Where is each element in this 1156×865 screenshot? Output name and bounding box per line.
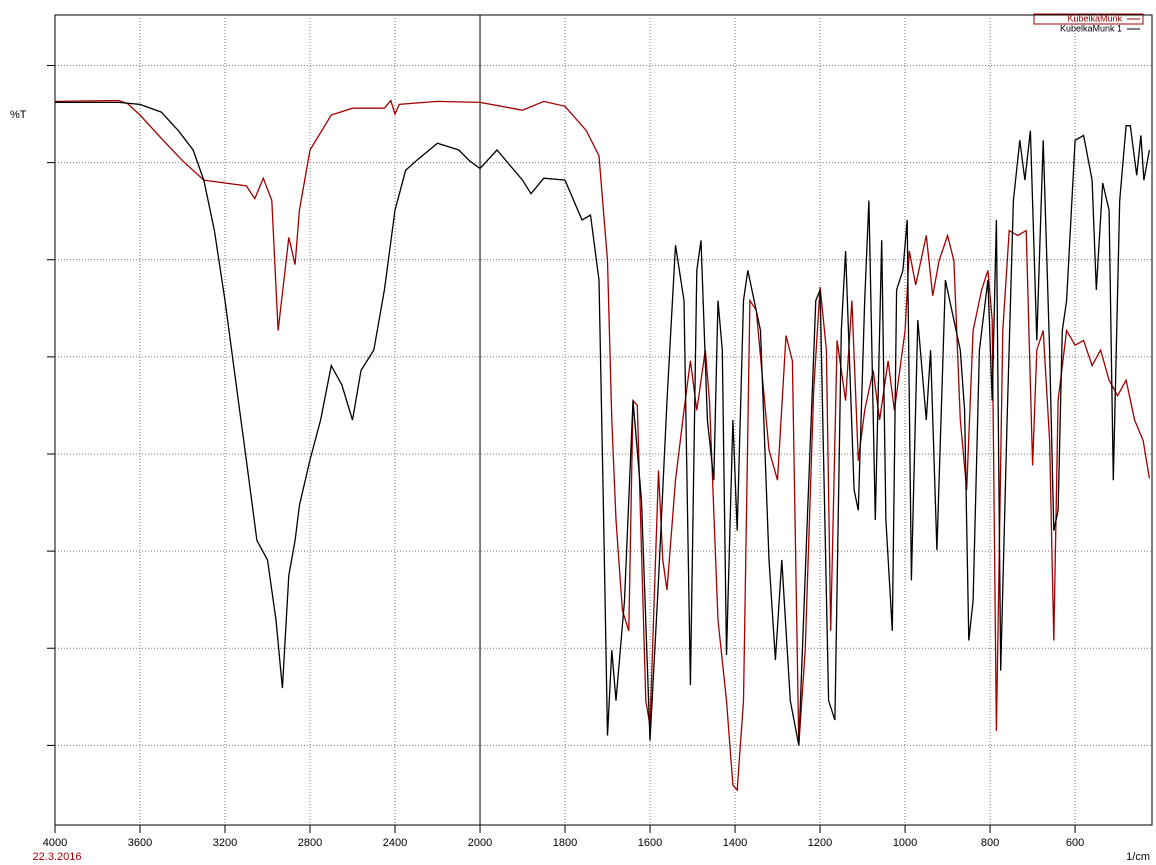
y-axis-label: %T	[10, 109, 27, 121]
x-tick-label: 3200	[213, 837, 237, 849]
x-tick-label: 1000	[893, 837, 917, 849]
plot-frame	[54, 14, 1153, 826]
legend-label: KubelkaMunk	[1067, 13, 1122, 23]
x-tick-label: 2800	[298, 837, 322, 849]
x-tick-label: 800	[981, 837, 999, 849]
x-tick-label: 1600	[638, 837, 662, 849]
x-tick-label: 1200	[808, 837, 832, 849]
x-axis-label: 1/cm	[1126, 851, 1150, 863]
x-tick-label: 1400	[723, 837, 747, 849]
legend-box	[1033, 13, 1144, 25]
x-tick-label: 1800	[553, 837, 577, 849]
spectrum-line	[55, 101, 1151, 746]
legend-label: KubelkaMunk 1	[1060, 23, 1122, 33]
x-tick-label: 600	[1066, 837, 1084, 849]
x-tick-label: 4000	[43, 837, 67, 849]
date: 22.3.2016	[33, 851, 82, 863]
x-tick-label: 2000	[468, 837, 492, 849]
x-tick-label: 2400	[383, 837, 407, 849]
x-tick-label: 3600	[128, 837, 152, 849]
